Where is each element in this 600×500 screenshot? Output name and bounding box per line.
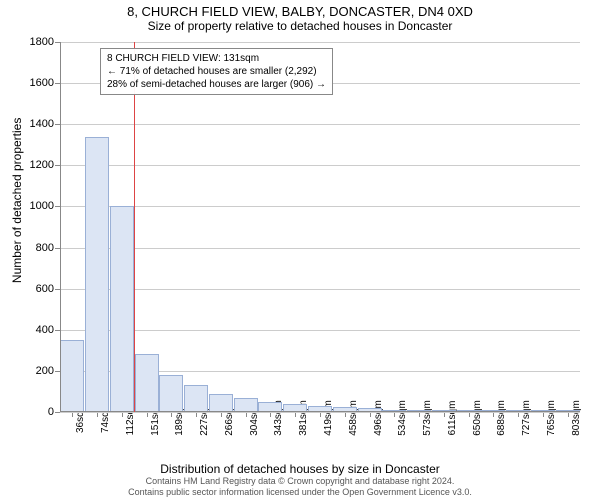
x-tick-label: 534sqm [397,400,408,436]
histogram-bar [184,385,208,412]
footer-line-2: Contains public sector information licen… [0,487,600,498]
y-tick-label: 800 [36,242,54,254]
x-tick-label: 688sqm [496,400,507,436]
x-tick-label: 803sqm [571,400,582,436]
histogram-bar [110,206,134,412]
gridline [60,124,580,125]
y-tick-label: 600 [36,283,54,295]
gridline [60,289,580,290]
y-axis [60,42,61,412]
annotation-line-2: ← 71% of detached houses are smaller (2,… [107,65,326,78]
x-tick-label: 765sqm [546,400,557,436]
histogram-bar [60,340,84,412]
histogram-bar [85,137,109,412]
y-tick-label: 400 [36,324,54,336]
x-tick-label: 496sqm [373,400,384,436]
gridline [60,206,580,207]
marker-line [134,42,135,412]
x-tick-label: 573sqm [422,400,433,436]
x-tick-label: 458sqm [348,400,359,436]
chart-subtitle: Size of property relative to detached ho… [0,19,600,35]
chart-container: 8, CHURCH FIELD VIEW, BALBY, DONCASTER, … [0,0,600,500]
x-axis [60,411,580,412]
y-tick-label: 1000 [30,200,54,212]
annotation-box: 8 CHURCH FIELD VIEW: 131sqm ← 71% of det… [100,48,333,95]
gridline [60,42,580,43]
histogram-bar [234,398,258,412]
x-axis-label: Distribution of detached houses by size … [0,462,600,476]
annotation-line-3: 28% of semi-detached houses are larger (… [107,78,326,91]
footer-line-1: Contains HM Land Registry data © Crown c… [0,476,600,487]
gridline [60,165,580,166]
chart-title: 8, CHURCH FIELD VIEW, BALBY, DONCASTER, … [0,0,600,19]
x-tick-label: 650sqm [472,400,483,436]
y-tick-label: 0 [48,406,54,418]
annotation-line-1: 8 CHURCH FIELD VIEW: 131sqm [107,52,326,65]
y-axis-label: Number of detached properties [10,118,24,283]
plot-area: 8 CHURCH FIELD VIEW: 131sqm ← 71% of det… [60,42,580,412]
gridline [60,412,580,413]
histogram-bar [159,375,183,412]
y-tick-label: 1800 [30,36,54,48]
x-tick-label: 611sqm [447,401,458,436]
y-tick-label: 1600 [30,77,54,89]
histogram-bar [135,354,159,412]
gridline [60,248,580,249]
y-tick-label: 1400 [30,118,54,130]
y-tick-label: 1200 [30,159,54,171]
histogram-bar [209,394,233,413]
x-tick-label: 727sqm [521,400,532,436]
y-tick-label: 200 [36,365,54,377]
footer: Contains HM Land Registry data © Crown c… [0,476,600,498]
gridline [60,330,580,331]
